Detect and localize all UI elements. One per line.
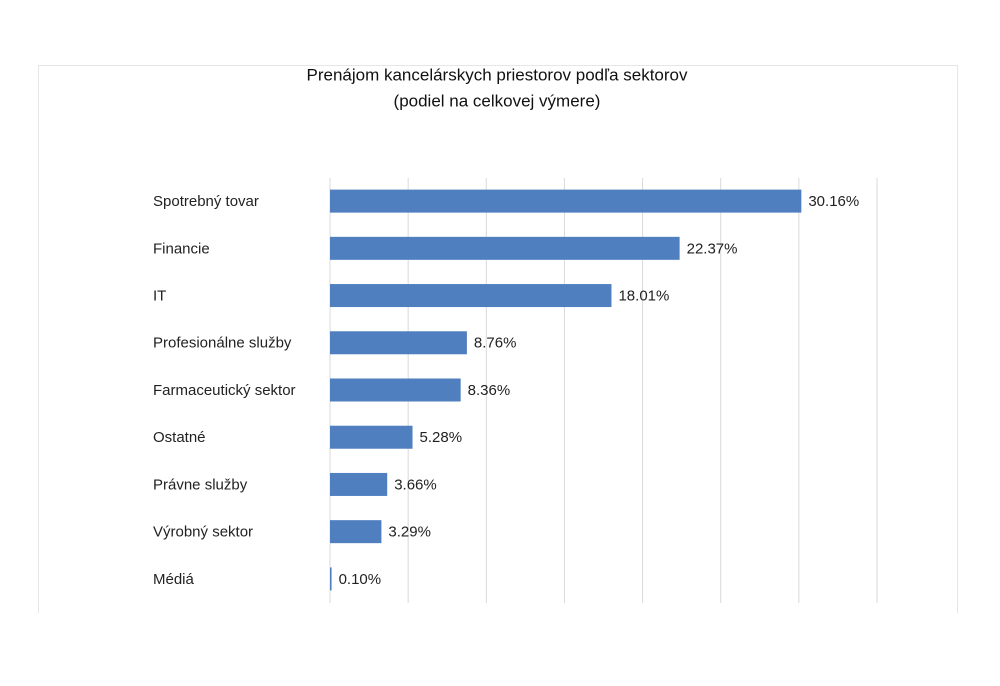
bar — [330, 567, 332, 591]
bar — [330, 236, 680, 260]
y-tick-label: Farmaceutický sektor — [153, 382, 296, 399]
y-tick-label: Médiá — [153, 571, 195, 588]
bar — [330, 472, 388, 496]
value-label: 3.66% — [394, 476, 437, 493]
bar — [330, 189, 802, 213]
value-label: 8.36% — [468, 382, 511, 399]
bar — [330, 425, 413, 449]
chart-subtitle: (podiel na celkovej výmere) — [394, 91, 601, 110]
bar — [330, 284, 612, 308]
value-label: 3.29% — [388, 524, 431, 541]
y-tick-label: IT — [153, 288, 166, 305]
y-tick-label: Výrobný sektor — [153, 524, 253, 541]
bar — [330, 331, 467, 355]
value-label: 30.16% — [808, 193, 859, 210]
value-label: 8.76% — [474, 335, 517, 352]
y-tick-label: Profesionálne služby — [153, 335, 292, 352]
y-tick-label: Spotrebný tovar — [153, 193, 259, 210]
value-label: 0.10% — [339, 571, 382, 588]
bar — [330, 378, 461, 402]
bar — [330, 520, 382, 544]
bottom-mask — [0, 613, 1000, 681]
value-label: 18.01% — [618, 288, 669, 305]
y-tick-label: Financie — [153, 240, 210, 257]
value-label: 5.28% — [420, 429, 463, 446]
chart-title: Prenájom kancelárskych priestorov podľa … — [306, 65, 688, 84]
y-tick-label: Právne služby — [153, 476, 248, 493]
value-label: 22.37% — [687, 240, 738, 257]
y-tick-label: Ostatné — [153, 429, 206, 446]
